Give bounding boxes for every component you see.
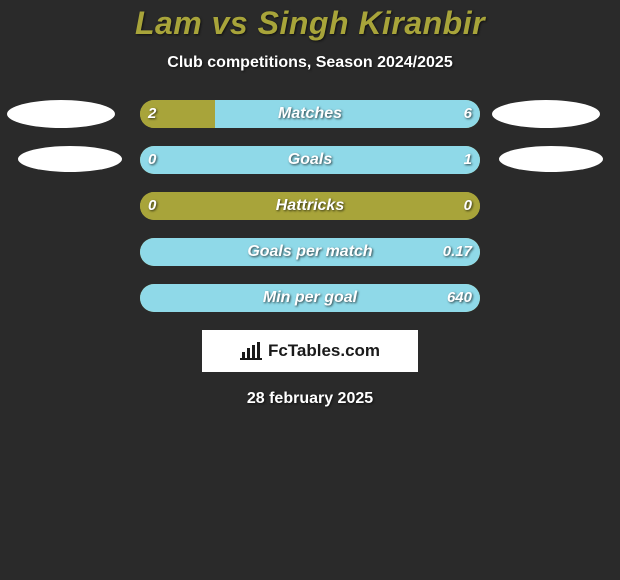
page-title: Lam vs Singh Kiranbir xyxy=(0,5,620,42)
stat-value-right: 0.17 xyxy=(443,238,472,266)
stat-value-right: 6 xyxy=(464,100,472,128)
stat-row: Hattricks0 0 xyxy=(0,192,620,220)
stat-value-right: 0 xyxy=(464,192,472,220)
stat-label: Min per goal xyxy=(140,284,480,312)
stat-value-right: 640 xyxy=(447,284,472,312)
stat-value-right: 1 xyxy=(464,146,472,174)
footer-date: 28 february 2025 xyxy=(0,390,620,408)
bar-chart-icon xyxy=(240,342,262,360)
stat-row: Goals per match0.17 xyxy=(0,238,620,266)
stats-region: Matches26Goals01Hattricks00Goals per mat… xyxy=(0,100,620,312)
stat-value-left: 0 xyxy=(148,192,156,220)
stat-value-left: 0 xyxy=(148,146,156,174)
stat-label: Goals per match xyxy=(140,238,480,266)
stat-value-left: 2 xyxy=(148,100,156,128)
stat-row: Goals0 1 xyxy=(0,146,620,174)
branding-text: FcTables.com xyxy=(268,341,380,361)
page-subtitle: Club competitions, Season 2024/2025 xyxy=(0,54,620,72)
stat-row: Matches2 6 xyxy=(0,100,620,128)
branding-box: FcTables.com xyxy=(202,330,418,372)
stat-row: Min per goal640 xyxy=(0,284,620,312)
stat-label: Hattricks xyxy=(140,192,480,220)
stat-label: Goals xyxy=(140,146,480,174)
stat-label: Matches xyxy=(140,100,480,128)
